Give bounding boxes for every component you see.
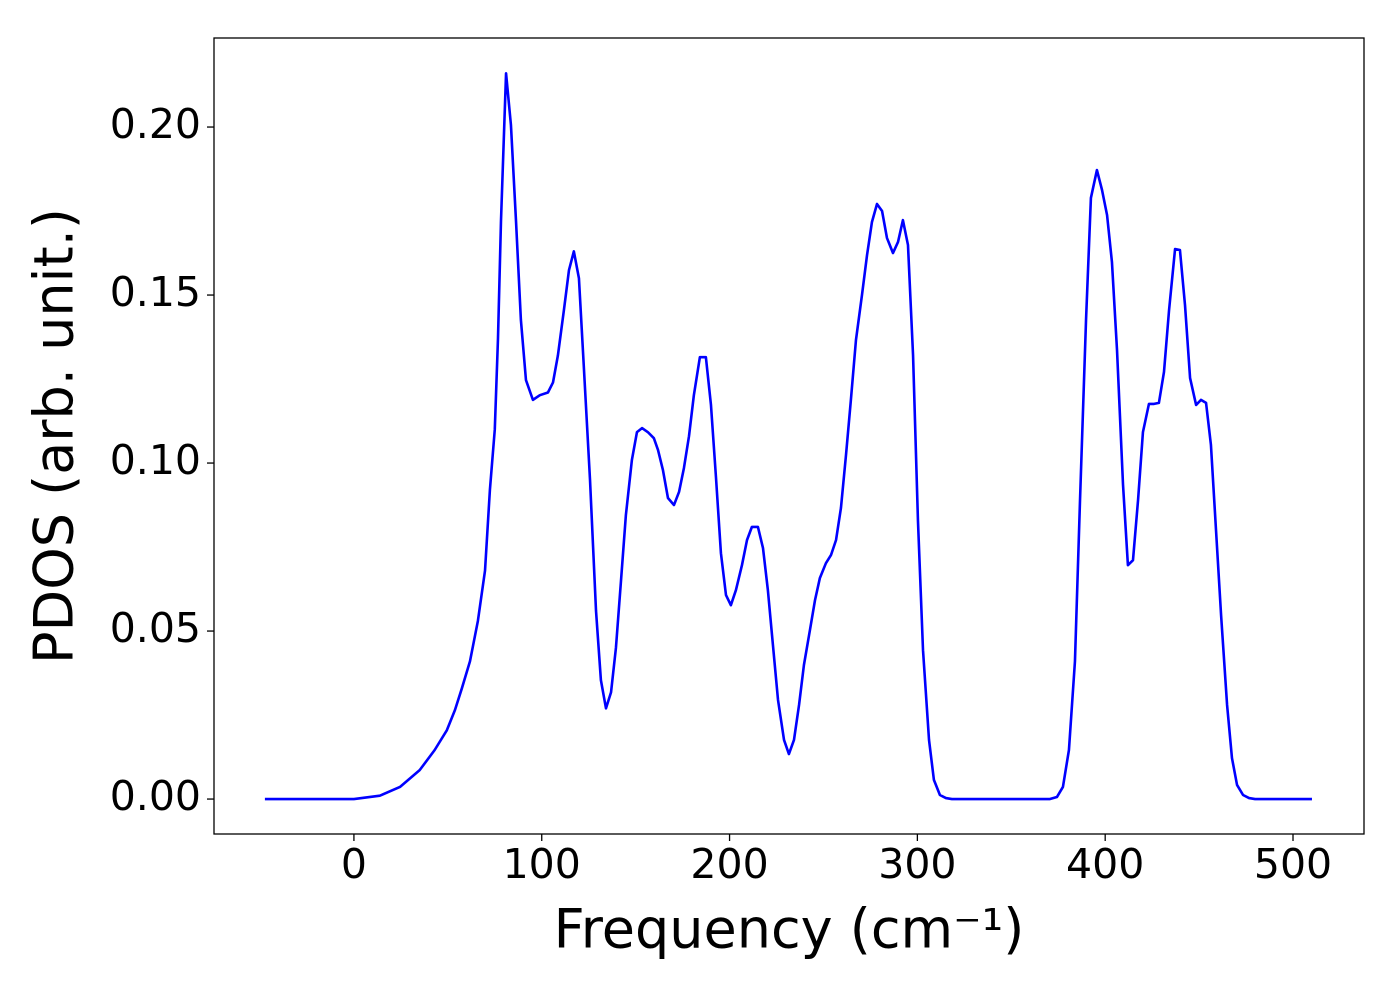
x-tick-label: 100 — [503, 840, 581, 888]
y-tick-label: 0.05 — [110, 604, 201, 652]
pdos-line — [264, 71, 1312, 801]
x-tick-label: 400 — [1066, 840, 1144, 888]
y-tick-label: 0.10 — [110, 436, 201, 484]
y-tick-label: 0.15 — [110, 268, 201, 316]
y-axis-label: PDOS (arb. unit.) — [23, 208, 86, 664]
plot-frame — [213, 37, 1365, 835]
x-tick-label: 500 — [1254, 840, 1332, 888]
x-tick-label: 0 — [341, 840, 367, 888]
y-tick-label: 0.00 — [110, 772, 201, 820]
x-axis-label: Frequency (cm⁻¹) — [554, 898, 1025, 961]
x-tick-label: 200 — [690, 840, 768, 888]
x-tick-label: 300 — [878, 840, 956, 888]
y-tick-label: 0.20 — [110, 100, 201, 148]
